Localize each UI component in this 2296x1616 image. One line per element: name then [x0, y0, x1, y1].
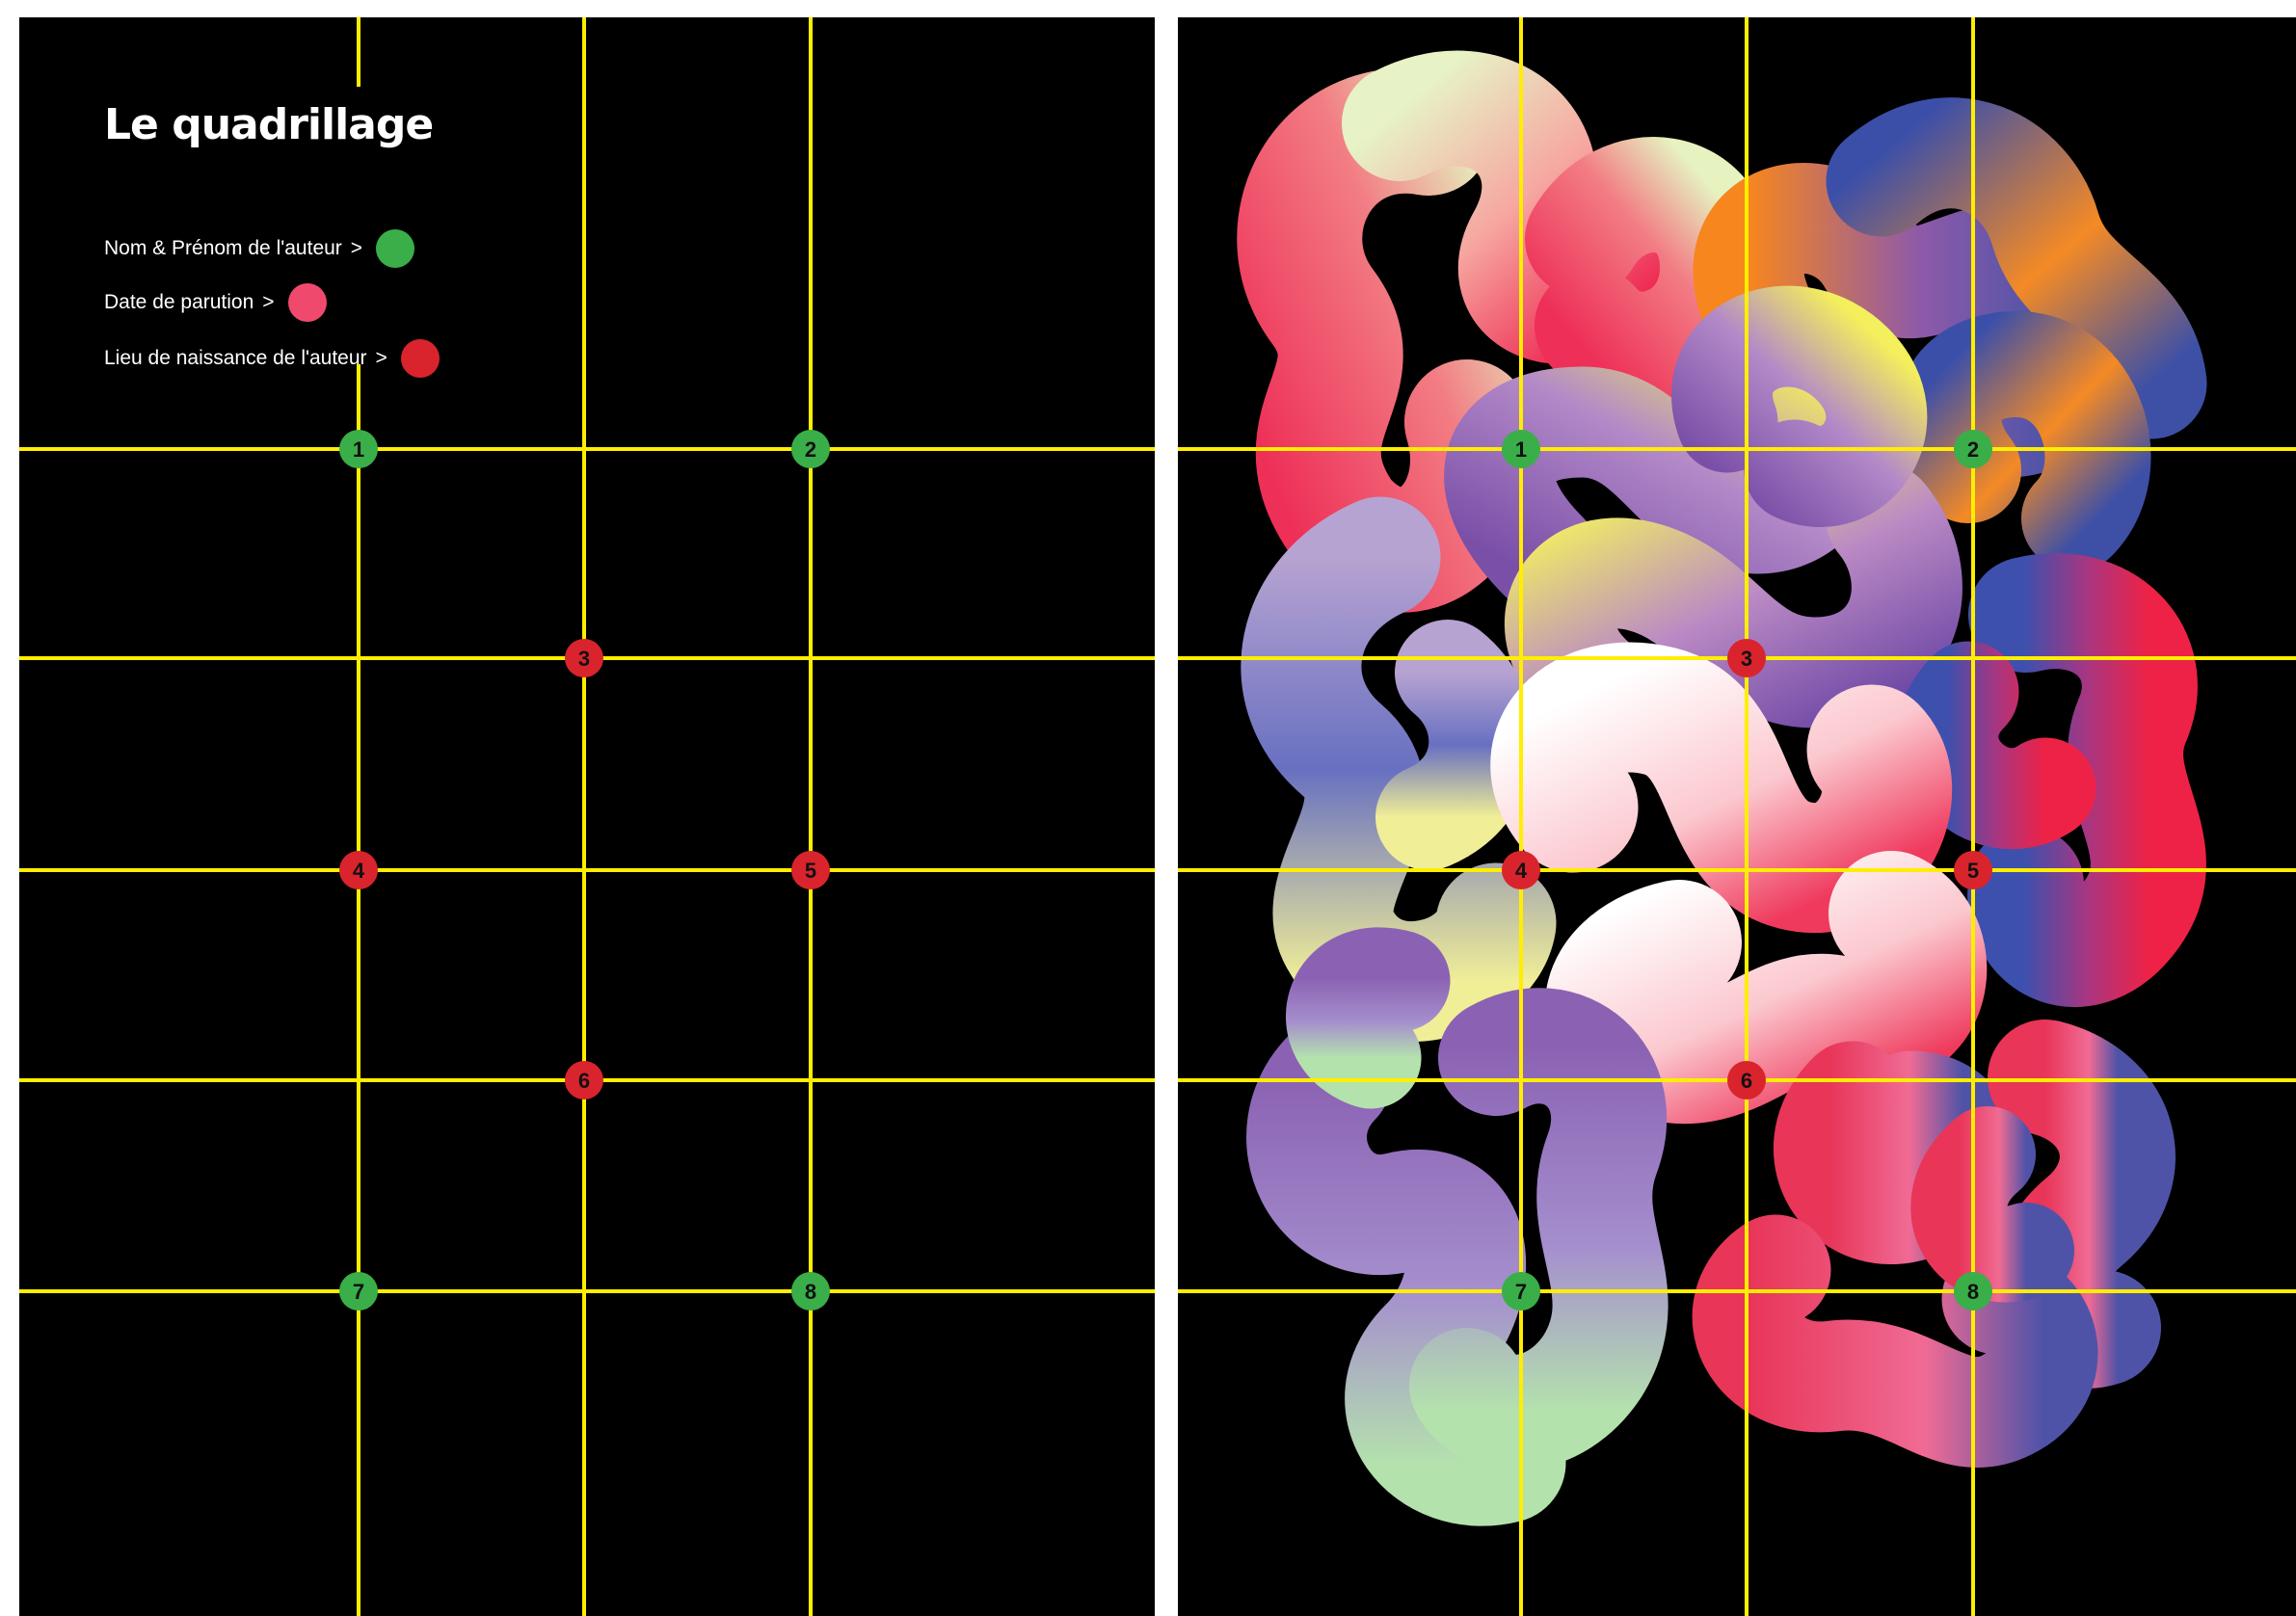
marker-circle: [565, 1061, 603, 1099]
marker-circle: [565, 639, 603, 677]
artwork-panel: 1 2 3 4 5 6 7 8: [1178, 17, 2296, 1616]
legend-label-birthplace: Lieu de naissance de l'auteur: [104, 347, 367, 369]
marker-circle: [339, 851, 378, 889]
marker-number: 3: [1741, 647, 1752, 671]
grid-marker-8: 8: [1954, 1272, 1992, 1311]
marker-number: 2: [1967, 437, 1979, 462]
grid-marker-2: 2: [791, 430, 830, 468]
red-dot-icon: [400, 339, 440, 378]
legend-label-author: Nom & Prénom de l'auteur: [104, 237, 342, 259]
pink-dot-icon: [287, 283, 327, 322]
marker-number: 6: [578, 1069, 590, 1093]
grid-marker-7: 7: [1502, 1272, 1540, 1311]
marker-circle: [1954, 851, 1992, 889]
grid-diagram-panel: 1 2 3 4 5 6 7 8 Le quadrillage Nom & Prénom de …: [19, 17, 1155, 1616]
marker-circle: [1954, 430, 1992, 468]
marker-circle: [791, 851, 830, 889]
grid-marker-2: 2: [1954, 430, 1992, 468]
grid-marker-6: 6: [565, 1061, 603, 1099]
marker-circle: [1502, 430, 1540, 468]
grid-marker-4: 4: [339, 851, 378, 889]
marker-number: 5: [1967, 859, 1979, 883]
marker-circle: [339, 430, 378, 468]
green-dot-icon: [376, 229, 415, 268]
marker-circle: [1727, 1061, 1766, 1099]
marker-circle: [791, 430, 830, 468]
marker-number: 2: [805, 437, 816, 462]
grid-marker-8: 8: [791, 1272, 830, 1311]
marker-circle: [1727, 639, 1766, 677]
legend-item-author: Nom & Prénom de l'auteur >: [104, 229, 415, 268]
grid-marker-5: 5: [791, 851, 830, 889]
marker-number: 6: [1741, 1069, 1752, 1093]
grid-marker-7: 7: [339, 1272, 378, 1311]
marker-number: 4: [353, 859, 365, 883]
marker-number: 4: [1515, 859, 1528, 883]
marker-number: 5: [805, 859, 816, 883]
grid-marker-6: 6: [1727, 1061, 1766, 1099]
grid-diagram: 1 2 3 4 5 6 7 8: [19, 17, 1155, 1616]
marker-number: 1: [353, 437, 364, 462]
marker-circle: [1502, 1272, 1540, 1311]
marker-number: 7: [353, 1280, 364, 1304]
legend-item-birthplace: Lieu de naissance de l'auteur >: [104, 339, 440, 378]
legend-arrow: >: [350, 237, 363, 259]
grid-marker-3: 3: [565, 639, 603, 677]
artwork-with-grid: 1 2 3 4 5 6 7 8: [1178, 17, 2296, 1616]
marker-circle: [791, 1272, 830, 1311]
grid-marker-5: 5: [1954, 851, 1992, 889]
marker-number: 8: [805, 1280, 816, 1304]
marker-number: 1: [1515, 437, 1527, 462]
marker-circle: [1954, 1272, 1992, 1311]
legend-arrow: >: [262, 291, 275, 313]
fluid-shapes-artwork: [1237, 50, 2207, 1526]
page-title: Le quadrillage: [104, 100, 434, 149]
marker-circle: [339, 1272, 378, 1311]
marker-number: 7: [1515, 1280, 1527, 1304]
grid-marker-3: 3: [1727, 639, 1766, 677]
marker-number: 8: [1967, 1280, 1979, 1304]
grid-marker-1: 1: [339, 430, 378, 468]
grid-marker-4: 4: [1502, 851, 1540, 889]
legend-arrow: >: [375, 347, 387, 369]
grid-marker-1: 1: [1502, 430, 1540, 468]
marker-number: 3: [578, 647, 590, 671]
legend-label-date: Date de parution: [104, 291, 254, 313]
marker-circle: [1502, 851, 1540, 889]
legend-item-date: Date de parution >: [104, 283, 327, 322]
